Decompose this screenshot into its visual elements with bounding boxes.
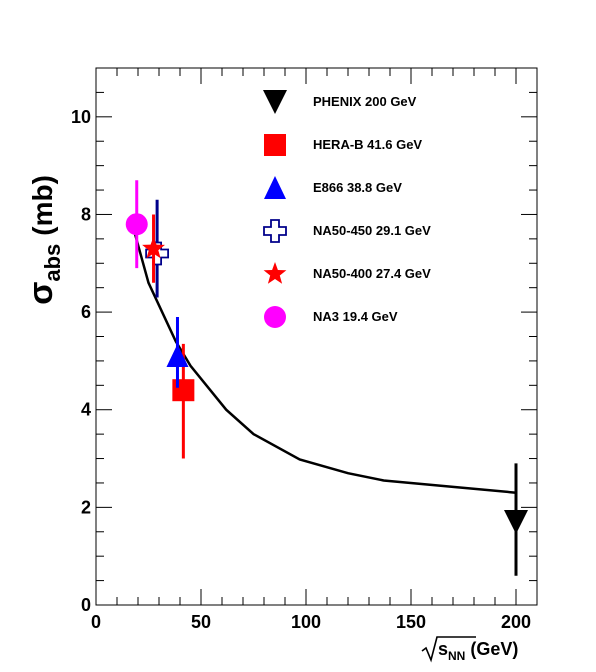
x-axis-label-sub: NN [448,649,465,663]
y-axis-label-main: σ [22,282,60,305]
sqrt-symbol [421,636,476,663]
triangle-down-marker [504,510,528,535]
data-point [504,463,528,576]
y-tick-label: 8 [81,204,91,224]
legend-entry: NA50-450 29.1 GeV [263,219,431,243]
legend-entry: PHENIX 200 GeV [263,90,417,114]
model-curve [131,223,517,494]
x-axis-label-main: s [438,639,448,659]
triangle-up-marker [166,344,189,368]
y-axis-ticks [96,67,537,606]
y-axis-label-unit: (mb) [27,175,58,236]
y-tick-label: 4 [81,400,91,420]
x-tick-label: 150 [396,612,426,632]
y-tick-label: 6 [81,302,91,322]
triangle-down-marker [263,90,287,114]
x-axis-tick-labels: 0 50 100 150 200 [91,612,531,632]
data-points [125,180,528,576]
x-tick-label: 50 [191,612,211,632]
open-cross-marker [263,219,287,243]
legend-label: PHENIX 200 GeV [313,94,417,109]
triangle-up-marker [264,176,286,199]
legend-label: HERA-B 41.6 GeV [313,137,422,152]
y-tick-label: 2 [81,497,91,517]
svg-text:σabs(mb): σabs (mb) [22,175,65,305]
y-axis-label: σabs (mb) [22,175,65,305]
x-tick-label: 100 [291,612,321,632]
x-axis-ticks [95,68,538,605]
legend-entry: E866 38.8 GeV [264,176,402,199]
legend: PHENIX 200 GeV HERA-B 41.6 GeV E866 38.8 G… [263,90,431,328]
legend-entry: NA50-400 27.4 GeV [263,262,431,284]
legend-entry: NA3 19.4 GeV [264,306,398,328]
data-point [166,316,189,388]
x-tick-label: 0 [91,612,101,632]
y-axis-label-sub: abs [40,244,65,282]
legend-label: NA50-450 29.1 GeV [313,223,431,238]
star-marker [263,262,287,284]
data-point [125,180,148,269]
legend-entry: HERA-B 41.6 GeV [264,134,422,156]
y-tick-label: 10 [71,107,91,127]
star-marker [142,236,165,259]
x-tick-label: 200 [501,612,531,632]
svg-text:sNN(GeV): sNN (GeV) [438,639,518,663]
x-axis-label: sNN (GeV) [421,636,518,663]
y-tick-label: 0 [81,595,91,615]
square-marker [264,134,286,156]
legend-label: NA3 19.4 GeV [313,309,398,324]
circle-marker [264,306,286,328]
circle-marker [125,213,148,236]
x-axis-label-unit: (GeV) [470,639,518,659]
y-axis-tick-labels: 0 2 4 6 8 10 [71,107,91,615]
data-point [142,214,165,283]
legend-label: E866 38.8 GeV [313,180,402,195]
legend-label: NA50-400 27.4 GeV [313,266,431,281]
square-marker [172,379,195,402]
